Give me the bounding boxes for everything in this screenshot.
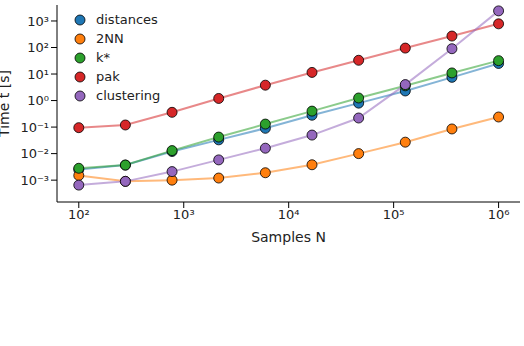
svg-text:10³: 10³ <box>173 207 195 222</box>
svg-text:10¹: 10¹ <box>27 67 49 82</box>
svg-text:10³: 10³ <box>27 14 49 29</box>
svg-text:10⁶: 10⁶ <box>488 207 510 222</box>
html-text:pak: pak <box>96 69 120 84</box>
html-text:distances: distances <box>96 12 158 27</box>
svg-text:10⁵: 10⁵ <box>383 207 405 222</box>
html-text:k*: k* <box>96 50 110 65</box>
svg-text:10⁰: 10⁰ <box>27 93 49 108</box>
svg-text:10⁻¹: 10⁻¹ <box>20 120 49 135</box>
html-text:clustering: clustering <box>96 88 161 103</box>
svg-text:10⁻²: 10⁻² <box>20 146 49 161</box>
svg-text:10⁻³: 10⁻³ <box>20 173 49 188</box>
svg-text:Time t [s]: Time t [s] <box>8 70 12 138</box>
svg-text:10⁴: 10⁴ <box>278 207 300 222</box>
html-text:2NN: 2NN <box>96 31 124 46</box>
svg-text:10²: 10² <box>68 207 90 222</box>
svg-text:10²: 10² <box>27 40 49 55</box>
svg-text:Samples N: Samples N <box>251 229 326 245</box>
